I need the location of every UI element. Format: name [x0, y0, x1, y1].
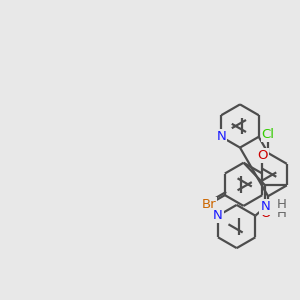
Text: Cl: Cl [262, 128, 275, 141]
Text: H: H [277, 207, 286, 220]
Text: H: H [277, 197, 286, 211]
Text: N: N [216, 130, 226, 143]
Text: Br: Br [202, 198, 216, 211]
Text: N: N [260, 200, 270, 214]
Text: O: O [257, 149, 268, 162]
Text: N: N [213, 209, 223, 222]
Text: O: O [260, 207, 270, 220]
